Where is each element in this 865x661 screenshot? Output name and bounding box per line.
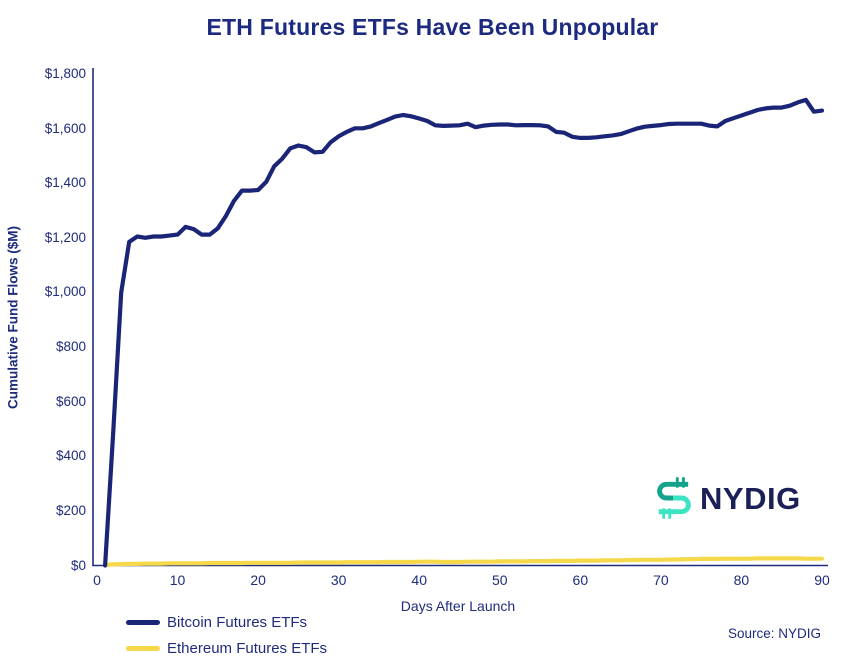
x-tick-label: 60 <box>572 572 589 588</box>
nydig-logo: NYDIG <box>657 473 801 523</box>
nydig-logo-text: NYDIG <box>700 480 801 516</box>
y-tick-label: $1,000 <box>44 284 86 300</box>
x-tick-label: 50 <box>491 572 508 588</box>
legend-swatch <box>126 646 160 651</box>
legend-label: Bitcoin Futures ETFs <box>167 614 308 631</box>
source-note: Source: NYDIG <box>727 626 821 641</box>
x-tick-label: 40 <box>411 572 427 588</box>
y-tick-label: $1,600 <box>44 120 86 136</box>
y-tick-label: $600 <box>55 393 86 409</box>
y-tick-label: $800 <box>55 339 86 355</box>
y-tick-label: $400 <box>55 448 86 464</box>
legend-item: Ethereum Futures ETFs <box>126 639 327 658</box>
x-tick-label: 20 <box>250 572 266 588</box>
y-tick-label: $1,800 <box>44 66 86 81</box>
x-axis-title: Days After Launch <box>400 598 516 614</box>
nydig-dollar-mark-icon <box>657 477 691 519</box>
x-tick-label: 0 <box>93 572 101 588</box>
x-tick-label: 70 <box>653 572 669 588</box>
legend-item: Bitcoin Futures ETFs <box>126 613 327 632</box>
x-tick-label: 10 <box>169 572 186 588</box>
x-tick-label: 30 <box>330 572 347 588</box>
chart-legend: Bitcoin Futures ETFs Ethereum Futures ETF… <box>126 613 327 658</box>
bitcoin-futures-etfs-line <box>102 97 825 568</box>
y-tick-label: $200 <box>55 502 86 518</box>
y-tick-label: $1,200 <box>44 229 86 245</box>
x-tick-label: 90 <box>814 572 830 588</box>
chart-title: ETH Futures ETFs Have Been Unpopular <box>206 14 659 40</box>
y-tick-label: $1,400 <box>44 175 86 191</box>
legend-swatch <box>126 620 160 625</box>
y-tick-label: $0 <box>70 557 86 573</box>
legend-label: Ethereum Futures ETFs <box>167 640 328 657</box>
x-tick-label: 80 <box>733 572 750 588</box>
axis-lines <box>92 68 828 567</box>
ethereum-futures-etfs-line <box>102 556 825 568</box>
